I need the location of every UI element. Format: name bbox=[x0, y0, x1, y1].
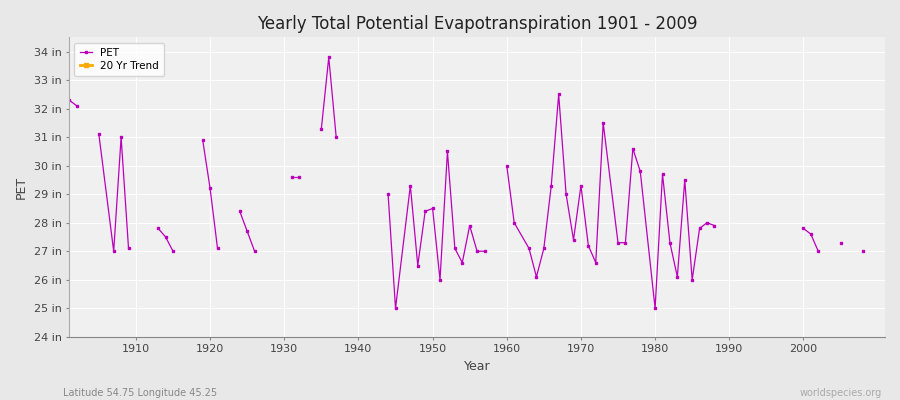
Y-axis label: PET: PET bbox=[15, 176, 28, 199]
Text: worldspecies.org: worldspecies.org bbox=[800, 388, 882, 398]
Line: PET: PET bbox=[68, 99, 78, 107]
Title: Yearly Total Potential Evapotranspiration 1901 - 2009: Yearly Total Potential Evapotranspiratio… bbox=[256, 15, 698, 33]
Text: Latitude 54.75 Longitude 45.25: Latitude 54.75 Longitude 45.25 bbox=[63, 388, 217, 398]
X-axis label: Year: Year bbox=[464, 360, 490, 373]
PET bbox=[71, 103, 82, 108]
PET bbox=[64, 98, 75, 102]
Legend: PET, 20 Yr Trend: PET, 20 Yr Trend bbox=[75, 42, 165, 76]
